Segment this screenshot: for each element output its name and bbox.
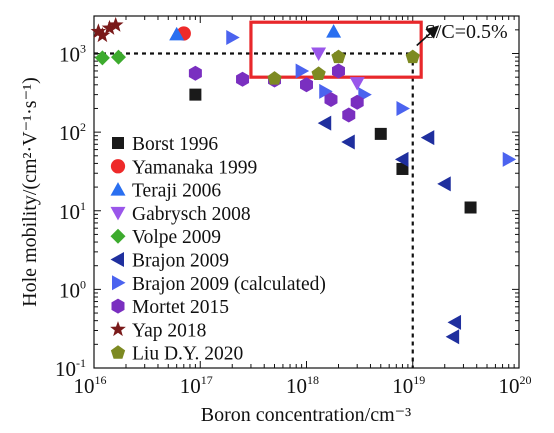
data-point-triangle-down — [311, 47, 327, 62]
y-axis-title: Hole mobility/(cm²·V⁻¹·s⁻¹) — [19, 77, 41, 307]
data-point-triangle-left — [447, 314, 462, 330]
legend-item: Borst 1996 — [112, 134, 218, 155]
legend-label: Yap 2018 — [132, 320, 206, 341]
data-point-pentagon — [267, 71, 282, 85]
legend-marker-hexagon — [111, 298, 125, 314]
data-point-triangle-left — [394, 151, 409, 167]
legend-item: Brajon 2009 — [110, 251, 229, 272]
plot-area — [93, 15, 520, 369]
data-point-square — [374, 127, 387, 140]
annotation-arrow — [416, 25, 440, 47]
x-tick-label: 1019 — [392, 373, 425, 398]
legend-item: Yap 2018 — [110, 320, 206, 341]
data-point-pentagon — [331, 49, 346, 64]
legend-marker-triangle-down — [110, 206, 126, 221]
data-point-square — [464, 201, 477, 214]
reference-lines — [94, 52, 414, 368]
y-axis-ticks: 10-1 100 101 102 103 — [55, 15, 519, 381]
y-tick-label: 103 — [59, 42, 86, 67]
data-point-hexagon — [324, 92, 338, 108]
y-tick-label: 101 — [59, 199, 86, 224]
data-point-triangle-left — [317, 115, 332, 131]
data-point-triangle-right — [319, 83, 333, 99]
legend-item: Gabrysch 2008 — [110, 204, 251, 225]
legend-marker-diamond — [110, 228, 126, 244]
x-axis-title: Boron concentration/cm⁻³ — [201, 404, 411, 426]
legend-marker-triangle-left — [110, 252, 124, 267]
legend-label: Volpe 2009 — [132, 227, 221, 248]
data-point-triangle-left — [437, 176, 451, 192]
data-point-triangle-left — [445, 329, 460, 345]
annotation-label: S/C=0.5% — [425, 21, 508, 43]
data-markers — [90, 16, 517, 345]
highlight-rectangle — [249, 20, 423, 79]
data-point-triangle-up — [169, 26, 185, 41]
legend-label: Liu D.Y. 2020 — [132, 344, 243, 365]
data-point-triangle-right — [226, 29, 240, 45]
legend-label: Teraji 2006 — [132, 181, 221, 202]
data-point-hexagon — [350, 94, 364, 110]
data-point-star — [90, 23, 107, 39]
legend-label: Gabrysch 2008 — [132, 204, 251, 225]
data-point-star — [101, 19, 118, 35]
x-tick-label: 1017 — [180, 373, 213, 398]
legend-marker-pentagon — [110, 345, 126, 359]
data-point-triangle-down — [349, 77, 365, 91]
data-point-triangle-up — [326, 24, 342, 38]
data-point-star — [94, 27, 111, 43]
data-point-hexagon — [188, 65, 202, 81]
y-tick-label: 102 — [59, 120, 86, 145]
legend-item: Yamanaka 1999 — [110, 157, 257, 178]
data-point-pentagon — [405, 49, 420, 64]
legend-item: Volpe 2009 — [110, 227, 221, 248]
data-point-triangle-right — [295, 63, 310, 79]
data-point-pentagon — [311, 66, 326, 80]
data-point-hexagon — [342, 107, 356, 123]
x-tick-label: 1018 — [286, 373, 319, 398]
legend-marker-triangle-right — [112, 275, 126, 291]
legend-item: Teraji 2006 — [110, 181, 221, 202]
y-tick-label: 10-1 — [55, 356, 86, 381]
data-point-diamond — [110, 49, 126, 65]
legend-label: Yamanaka 1999 — [132, 157, 257, 178]
legend-marker-star — [110, 321, 126, 337]
data-point-triangle-left — [341, 134, 355, 150]
data-point-diamond — [94, 50, 110, 66]
data-point-hexagon — [300, 77, 313, 93]
x-tick-label: 1016 — [74, 373, 107, 398]
highlight-box — [249, 20, 423, 79]
legend-label: Borst 1996 — [132, 134, 218, 155]
legend-label: Brajon 2009 (calculated) — [132, 274, 326, 295]
data-point-hexagon — [331, 63, 345, 79]
legend-label: Brajon 2009 — [132, 251, 229, 272]
data-point-star — [107, 16, 124, 32]
data-point-hexagon — [236, 71, 250, 87]
y-tick-label: 100 — [59, 277, 86, 302]
legend-label: Mortet 2015 — [132, 297, 229, 318]
legend-item: Mortet 2015 — [111, 297, 229, 318]
legend-item: Liu D.Y. 2020 — [110, 344, 243, 365]
data-point-triangle-left — [420, 130, 435, 146]
data-point-square — [189, 88, 202, 101]
data-point-triangle-right — [502, 151, 517, 167]
annotation: S/C=0.5% — [416, 21, 508, 47]
legend-marker-triangle-up — [110, 182, 126, 196]
x-tick-label: 1020 — [499, 373, 532, 398]
x-axis-ticks: 1016 1017 1018 1019 1020 — [74, 16, 532, 398]
legend-item: Brajon 2009 (calculated) — [112, 274, 326, 295]
data-point-triangle-right — [396, 100, 410, 116]
legend-marker-circle — [110, 159, 126, 174]
legend-marker-square — [112, 137, 124, 149]
data-point-square — [396, 162, 409, 175]
